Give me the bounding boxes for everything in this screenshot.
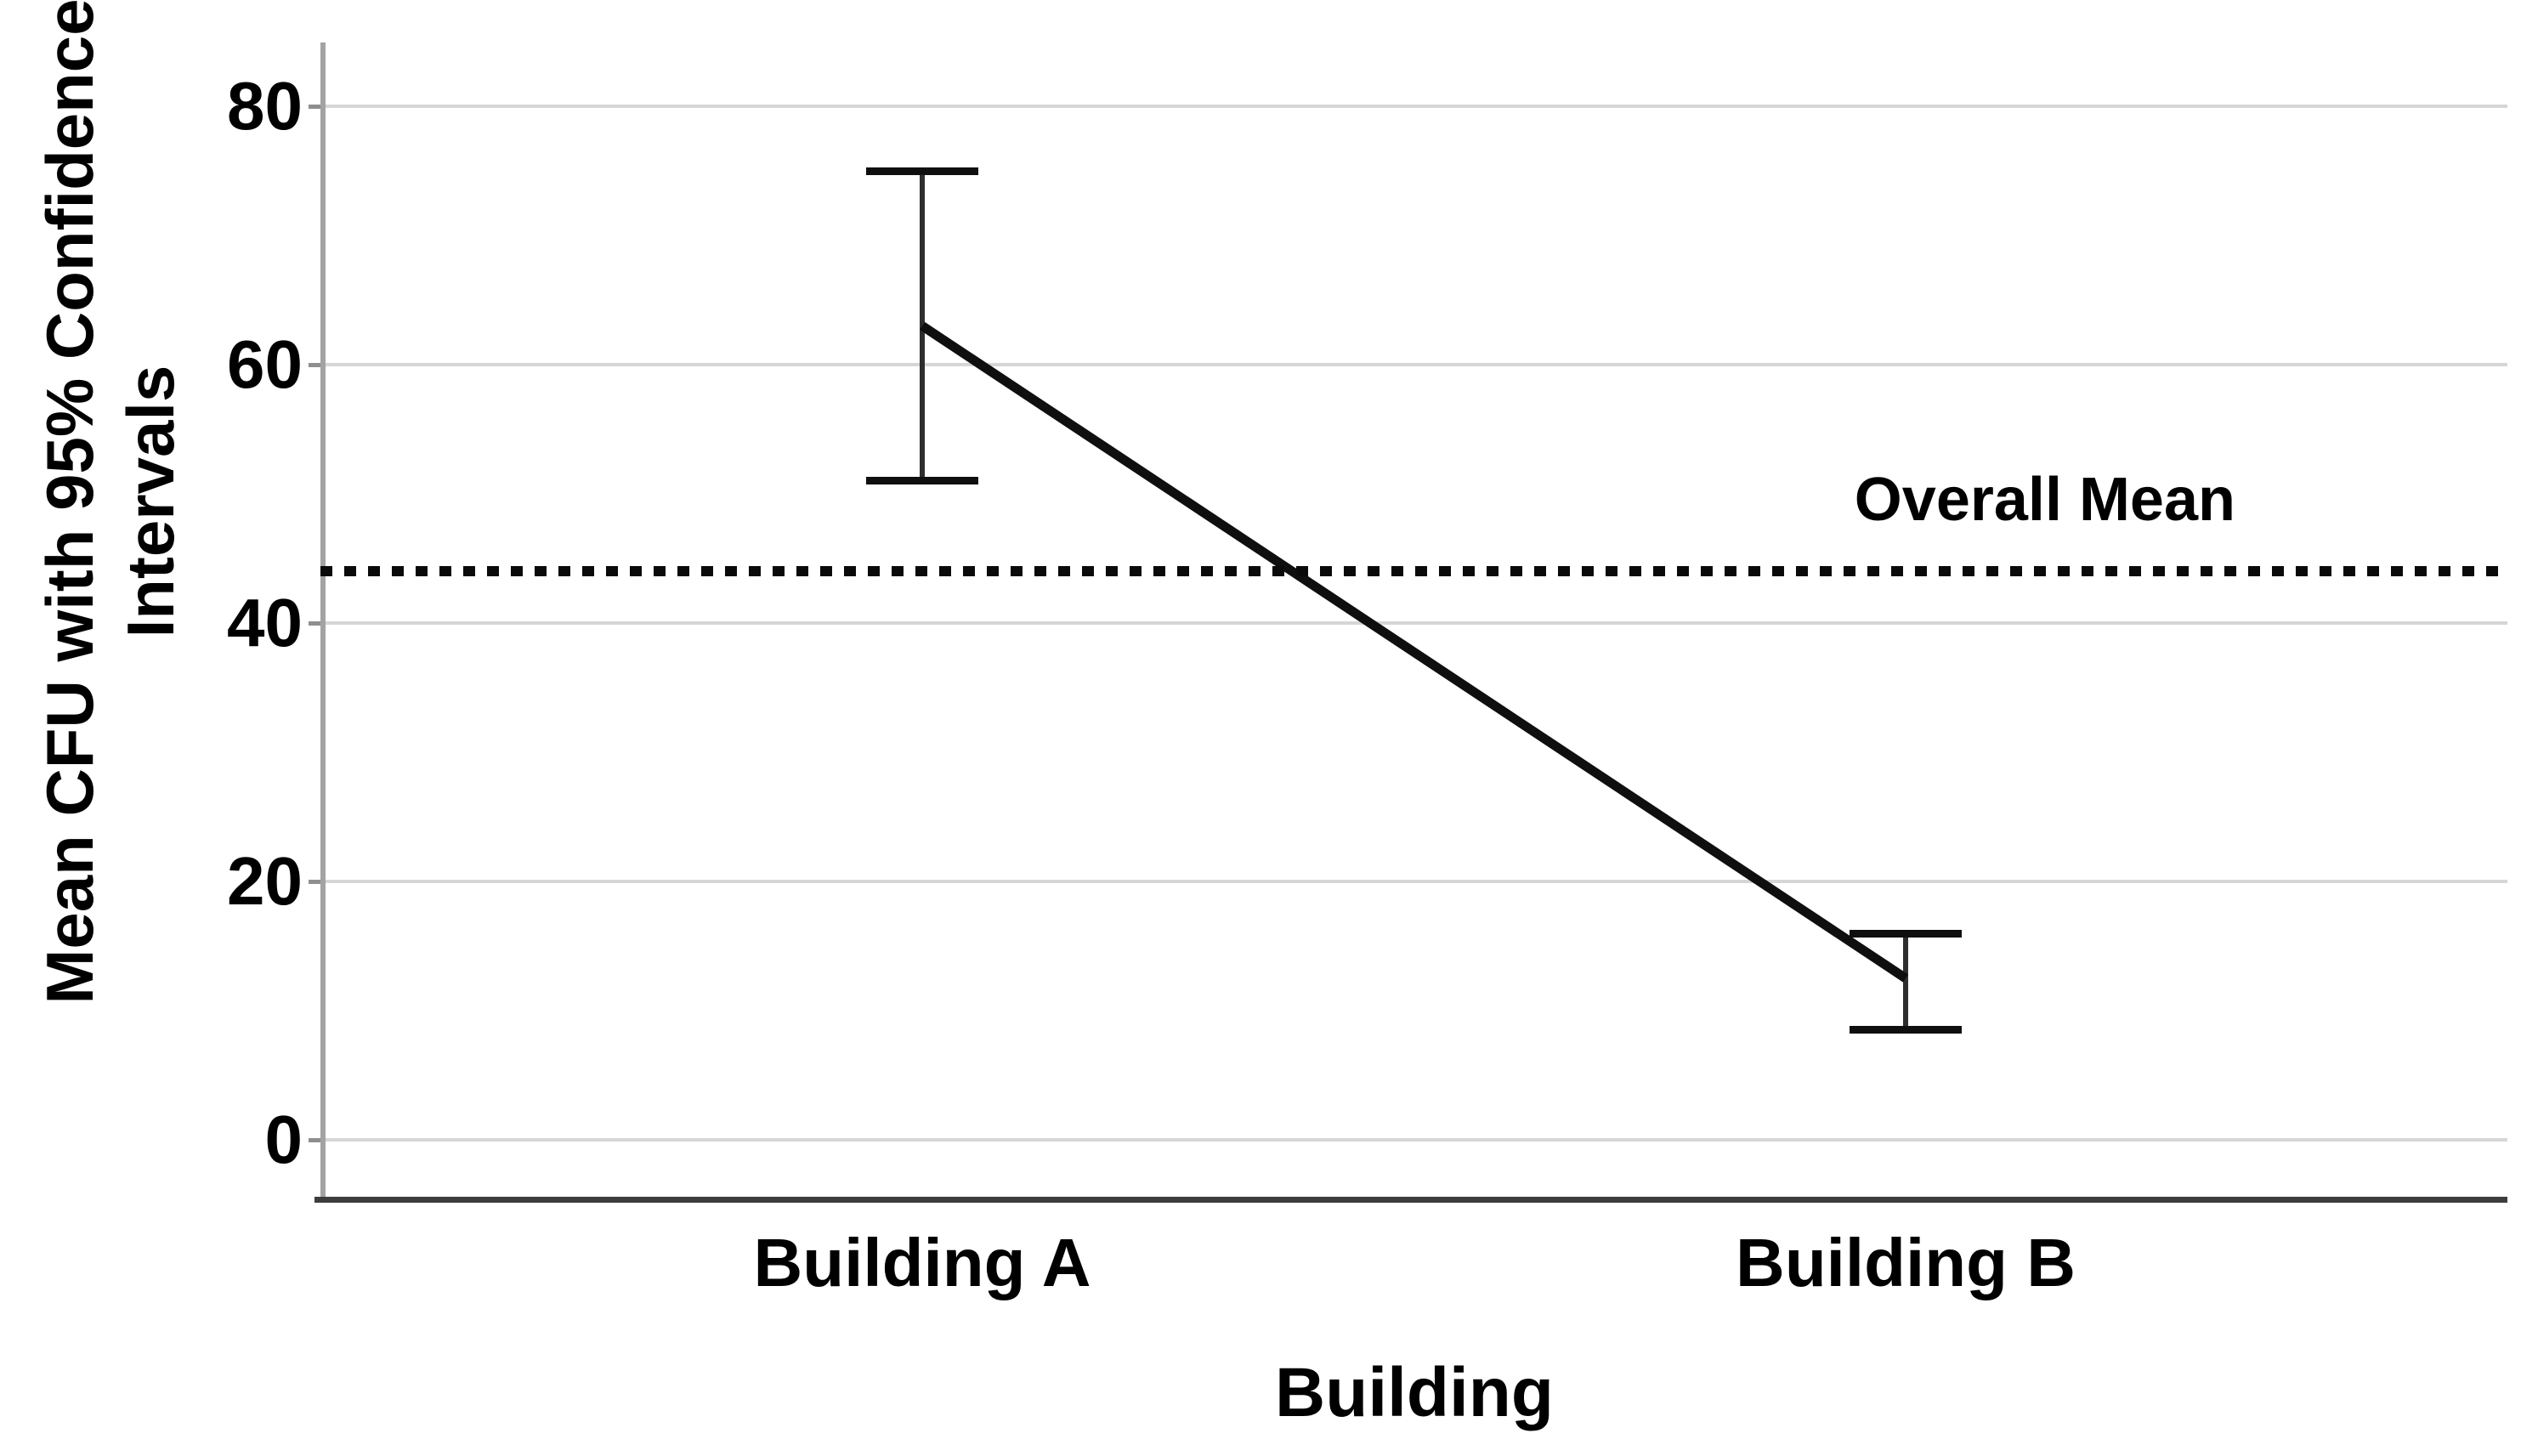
y-axis-title-line-2: Intervals (113, 365, 188, 638)
y-tick-mark-20 (309, 880, 320, 884)
x-tick-label-building-b: Building B (1736, 1225, 2076, 1300)
y-axis-title-line-1: Mean CFU with 95% Confidence (32, 0, 107, 1005)
ci-bar-Building B (1903, 932, 1908, 1030)
overall-mean-reference-line (320, 566, 2507, 577)
y-tick-label-60: 60 (227, 326, 303, 402)
ci-lower-cap-Building A (866, 476, 978, 484)
gridline-y-80 (320, 105, 2507, 108)
y-tick-label-40: 40 (227, 585, 303, 660)
gridline-y-60 (320, 363, 2507, 366)
ci-upper-cap-Building B (1850, 929, 1962, 938)
y-tick-label-0: 0 (264, 1102, 303, 1177)
y-axis-title: Mean CFU with 95% Confidence Intervals (30, 0, 191, 1139)
y-tick-label-80: 80 (227, 68, 303, 144)
gridline-y-20 (320, 880, 2507, 883)
ci-bar-Building A (920, 171, 925, 481)
x-axis-title: Building (1275, 1354, 1554, 1431)
y-tick-mark-60 (309, 363, 320, 367)
ci-upper-cap-Building A (866, 167, 978, 175)
y-tick-mark-80 (309, 105, 320, 109)
overall-mean-label: Overall Mean (1854, 466, 2235, 535)
x-axis-line (314, 1197, 2507, 1203)
y-axis-line (320, 42, 326, 1197)
y-tick-mark-40 (309, 621, 320, 626)
ci-lower-cap-Building B (1850, 1025, 1962, 1034)
y-tick-mark-0 (309, 1138, 320, 1142)
x-tick-label-building-a: Building A (753, 1225, 1091, 1300)
gridline-y-0 (320, 1138, 2507, 1142)
y-tick-label-20: 20 (227, 843, 303, 919)
gridline-y-40 (320, 621, 2507, 625)
